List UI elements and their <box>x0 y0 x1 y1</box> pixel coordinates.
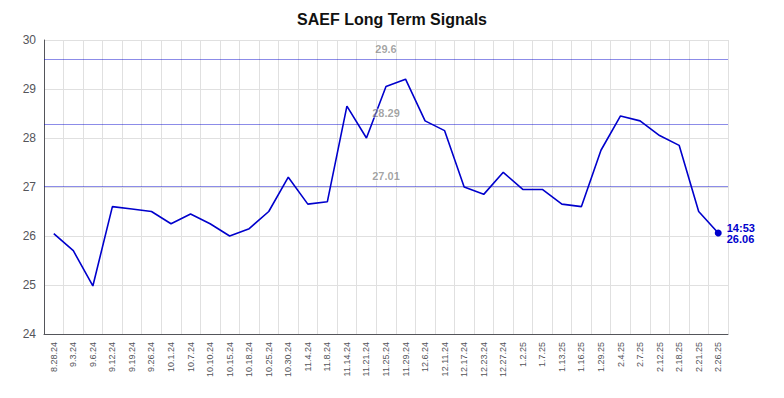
svg-text:1.29.25: 1.29.25 <box>596 342 606 372</box>
svg-text:10.25.24: 10.25.24 <box>264 342 274 377</box>
svg-text:10.18.24: 10.18.24 <box>244 342 254 377</box>
svg-text:11.4.24: 11.4.24 <box>303 342 313 371</box>
svg-text:9.19.24: 9.19.24 <box>127 342 137 372</box>
svg-text:10.1.24: 10.1.24 <box>166 342 176 372</box>
svg-text:9.26.24: 9.26.24 <box>146 342 156 372</box>
svg-text:9.3.24: 9.3.24 <box>68 342 78 367</box>
svg-text:24: 24 <box>23 327 37 341</box>
svg-text:2.12.25: 2.12.25 <box>655 342 665 372</box>
svg-text:2.21.25: 2.21.25 <box>694 342 704 372</box>
svg-text:12.6.24: 12.6.24 <box>420 342 430 372</box>
svg-text:29.6: 29.6 <box>375 43 396 55</box>
svg-text:10.30.24: 10.30.24 <box>283 342 293 377</box>
svg-text:26: 26 <box>23 229 37 243</box>
svg-text:2.26.25: 2.26.25 <box>713 342 723 372</box>
svg-text:12.17.24: 12.17.24 <box>459 342 469 377</box>
svg-text:10.10.24: 10.10.24 <box>205 342 215 377</box>
svg-text:28: 28 <box>23 131 37 145</box>
svg-text:10.15.24: 10.15.24 <box>225 342 235 377</box>
svg-text:SAEF Long Term Signals: SAEF Long Term Signals <box>297 11 487 28</box>
svg-text:30: 30 <box>23 33 37 47</box>
svg-text:26.06: 26.06 <box>727 233 755 245</box>
svg-text:9.6.24: 9.6.24 <box>88 342 98 367</box>
svg-text:25: 25 <box>23 278 37 292</box>
svg-text:12.23.24: 12.23.24 <box>479 342 489 377</box>
svg-text:1.7.25: 1.7.25 <box>537 342 547 367</box>
svg-text:10.7.24: 10.7.24 <box>186 342 196 372</box>
svg-text:29: 29 <box>23 82 37 96</box>
svg-text:9.12.24: 9.12.24 <box>107 342 117 372</box>
svg-text:1.16.25: 1.16.25 <box>576 342 586 372</box>
svg-text:8.28.24: 8.28.24 <box>49 342 59 372</box>
svg-text:11.29.24: 11.29.24 <box>401 342 411 376</box>
svg-text:2.7.25: 2.7.25 <box>635 342 645 367</box>
svg-text:11.21.24: 11.21.24 <box>361 342 371 376</box>
svg-text:11.14.24: 11.14.24 <box>342 342 352 376</box>
svg-text:12.27.24: 12.27.24 <box>498 342 508 377</box>
svg-text:12.11.24: 12.11.24 <box>440 342 450 376</box>
svg-text:2.18.25: 2.18.25 <box>674 342 684 372</box>
svg-text:14:53: 14:53 <box>726 221 755 234</box>
svg-text:1.2.25: 1.2.25 <box>518 342 528 367</box>
svg-text:2.4.25: 2.4.25 <box>616 342 626 367</box>
svg-text:11.25.24: 11.25.24 <box>381 342 391 376</box>
svg-text:27: 27 <box>23 180 37 194</box>
svg-text:28.29: 28.29 <box>372 107 400 119</box>
svg-text:1.13.25: 1.13.25 <box>557 342 567 372</box>
svg-text:11.8.24: 11.8.24 <box>322 342 332 371</box>
svg-text:27.01: 27.01 <box>372 170 400 182</box>
